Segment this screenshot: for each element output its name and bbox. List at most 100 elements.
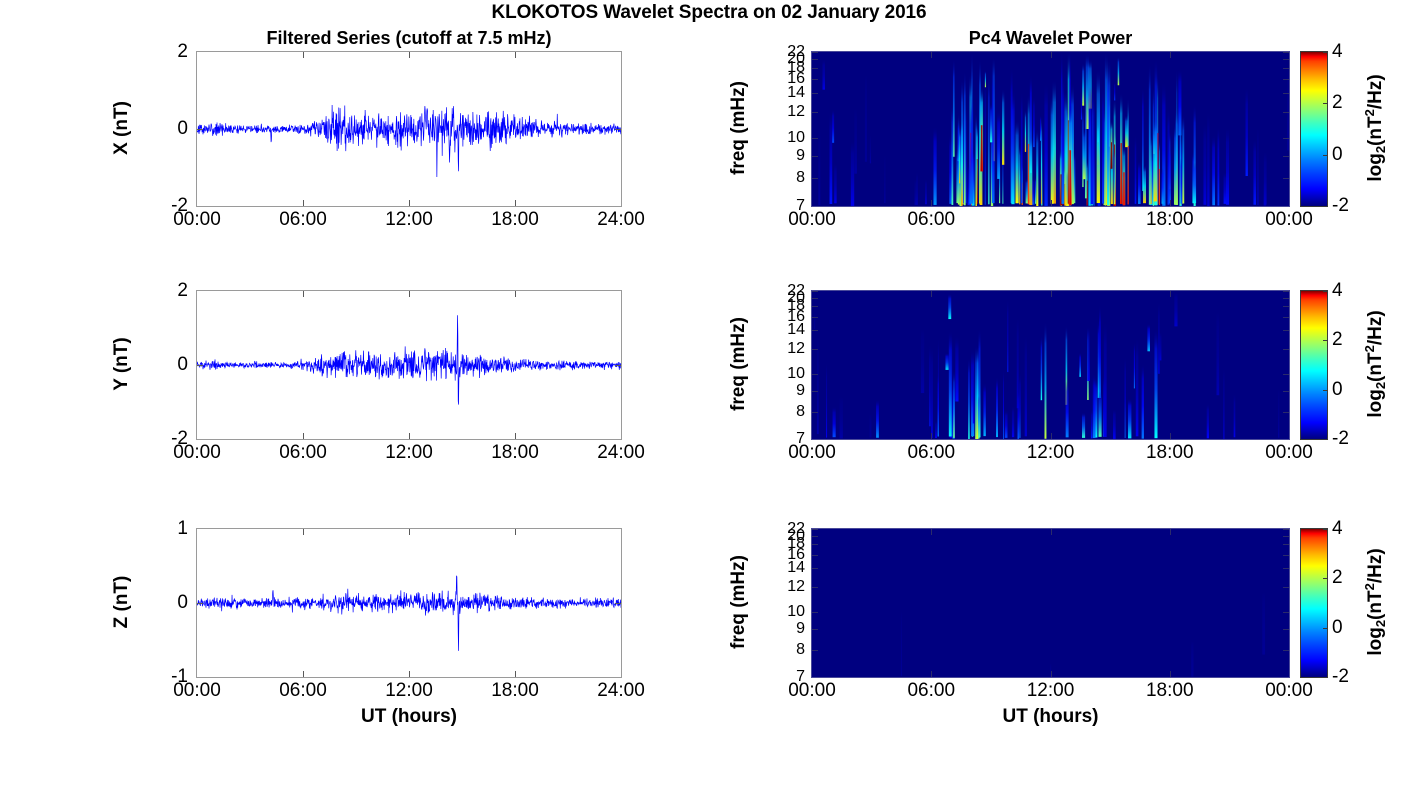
y-tick-left: [812, 390, 818, 392]
axes-X-filtered-series: [196, 51, 622, 207]
y-tick-right: [615, 365, 621, 366]
xtick-label-right: 00:00: [1265, 680, 1313, 701]
xtick-label-right: 00:00: [788, 209, 836, 230]
x-tick-top: [931, 291, 933, 297]
y-tick-right: [1283, 649, 1289, 651]
x-tick-top: [1050, 529, 1052, 535]
freq-tick-label: 10: [787, 602, 805, 620]
colorbar-title-exp2: 2: [1362, 345, 1377, 353]
y-tick-right: [1283, 544, 1289, 546]
y-tick-right: [1283, 138, 1289, 140]
y-tick-left: [812, 554, 818, 556]
xtick-label-right: 00:00: [1265, 442, 1313, 463]
colorbar-tick-label: 2: [1332, 329, 1343, 351]
axes-Z-filtered-series: [196, 528, 622, 678]
colorbar-X-wavelet-power[interactable]: [1300, 51, 1328, 207]
colorbar-tick-label: 4: [1332, 41, 1343, 62]
ytick-label-Z-filtered-series: 1: [177, 518, 188, 539]
xaxis-title-left: UT (hours): [360, 706, 458, 727]
freq-axis-title: freq (mHz): [728, 317, 749, 411]
colorbar-title-close: /Hz): [1365, 74, 1386, 110]
xtick-label-left: 00:00: [173, 442, 221, 463]
freq-tick-label: 20: [787, 288, 805, 306]
colorbar-tick: [1323, 52, 1328, 53]
xtick-label-right: 00:00: [788, 442, 836, 463]
y-tick-left: [812, 535, 818, 537]
xtick-label-right: 12:00: [1026, 209, 1075, 230]
xaxis-title-right: UT (hours): [1002, 706, 1099, 727]
x-tick-top: [515, 529, 516, 535]
y-tick-right: [1283, 348, 1289, 350]
x-tick-bottom: [515, 433, 516, 439]
freq-tick-label: 10: [787, 364, 805, 382]
x-tick-top: [1169, 291, 1171, 297]
colorbar-title-open: (nT: [1365, 116, 1386, 146]
colorbar-tick: [1323, 340, 1328, 342]
y-tick-right: [1283, 568, 1289, 570]
colorbar-title-close: /Hz): [1365, 310, 1386, 346]
freq-tick-label: 12: [787, 577, 805, 595]
colorbar-tick-label: 2: [1332, 92, 1343, 114]
y-tick-left: [812, 206, 818, 207]
x-tick-bottom: [1050, 200, 1052, 206]
y-tick-right: [1283, 373, 1289, 375]
x-tick-bottom: [931, 433, 933, 439]
xtick-label-left: 18:00: [491, 680, 539, 701]
axis-title-Y-filtered-series: Y (nT): [111, 337, 132, 391]
ytick-label-Y-filtered-series: 2: [177, 280, 188, 301]
y-tick-left: [197, 365, 203, 366]
xtick-label-left: 24:00: [597, 680, 645, 701]
freq-tick-label: 8: [796, 402, 805, 420]
x-tick-top: [931, 529, 933, 535]
colorbar-tick: [1323, 529, 1328, 530]
colorbar-tick-label: 0: [1332, 143, 1343, 165]
y-tick-left: [812, 586, 818, 588]
colorbar-title-log: log: [1365, 153, 1386, 182]
xtick-label-right: 18:00: [1145, 680, 1194, 701]
freq-tick-label: 16: [787, 545, 805, 563]
y-tick-right: [1283, 529, 1289, 530]
y-tick-left: [812, 649, 818, 651]
y-tick-right: [1283, 677, 1289, 678]
xtick-label-left: 12:00: [385, 209, 433, 230]
y-tick-right: [1283, 306, 1289, 308]
xtick-label-right: 06:00: [907, 680, 956, 701]
y-tick-left: [812, 628, 818, 630]
colorbar-tick-label: -2: [1332, 428, 1349, 449]
y-tick-right: [1283, 628, 1289, 630]
y-tick-left: [812, 330, 818, 332]
y-tick-right: [1283, 611, 1289, 613]
freq-tick-label: 9: [796, 619, 805, 637]
xtick-label-right: 00:00: [788, 680, 836, 701]
y-tick-left: [812, 411, 818, 413]
y-tick-right: [1283, 206, 1289, 207]
ytick-label-Z-filtered-series: -1: [171, 666, 188, 687]
colorbar-tick: [1323, 154, 1328, 156]
x-tick-top: [303, 52, 304, 58]
xtick-label-left: 00:00: [173, 680, 221, 701]
x-tick-bottom: [515, 200, 516, 206]
y-tick-right: [1283, 78, 1289, 80]
colorbar-tick-label: 0: [1332, 616, 1343, 638]
y-tick-right: [1283, 390, 1289, 392]
y-tick-right: [1283, 155, 1289, 157]
colorbar-tick: [1323, 578, 1328, 580]
x-tick-top: [303, 529, 304, 535]
xtick-label-left: 06:00: [279, 680, 327, 701]
colorbar-Y-wavelet-power[interactable]: [1300, 290, 1328, 440]
xtick-label-left: 18:00: [491, 209, 539, 230]
freq-tick-label: 7: [796, 668, 805, 685]
colorbar-Z-wavelet-power[interactable]: [1300, 528, 1328, 678]
freq-tick-label: 14: [787, 559, 805, 577]
y-tick-right: [1283, 52, 1289, 53]
freq-tick-label: 22: [787, 520, 805, 537]
freq-axis-title: freq (mHz): [728, 555, 749, 649]
x-tick-bottom: [409, 433, 410, 439]
y-tick-left: [812, 59, 818, 61]
colorbar-tick-label: -2: [1332, 666, 1349, 687]
axes-Z-wavelet-power: [811, 528, 1290, 678]
spectrogram-Y-wavelet-power: [812, 291, 1289, 439]
ytick-label-X-filtered-series: 2: [177, 41, 188, 62]
colorbar-tick: [1323, 627, 1328, 629]
